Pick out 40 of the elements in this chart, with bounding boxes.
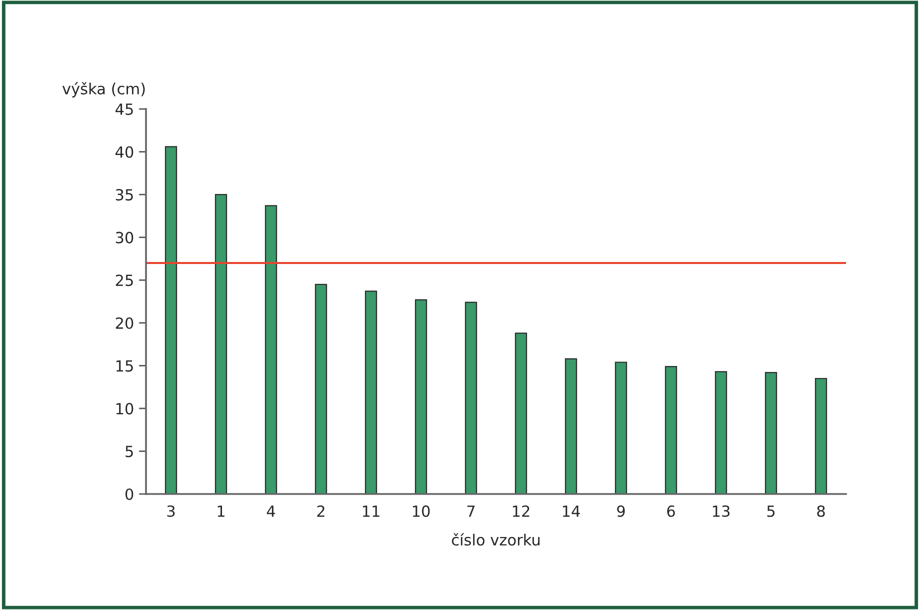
bar bbox=[464, 302, 478, 494]
y-tick-label: 20 bbox=[116, 317, 134, 329]
y-tick-label: 5 bbox=[126, 446, 133, 458]
y-tick-label: 35 bbox=[116, 189, 133, 201]
y-tick-label: 10 bbox=[116, 402, 134, 414]
x-tick-label: 13 bbox=[712, 505, 730, 517]
y-tick-label: 0 bbox=[125, 488, 134, 500]
bar bbox=[164, 146, 178, 494]
x-tick-label: 9 bbox=[617, 505, 625, 517]
y-axis-title: výška (cm) bbox=[62, 82, 145, 98]
bar bbox=[214, 194, 228, 494]
bar bbox=[714, 371, 728, 494]
x-tick-label: 2 bbox=[317, 505, 324, 517]
x-tick-label: 12 bbox=[512, 505, 530, 517]
bar bbox=[814, 378, 828, 494]
y-tick-label: 30 bbox=[116, 232, 134, 244]
x-axis-title: číslo vzorku bbox=[452, 533, 540, 546]
x-tick-label: 1 bbox=[218, 506, 224, 517]
y-tick-label: 45 bbox=[116, 104, 133, 116]
bar bbox=[764, 372, 778, 494]
bar bbox=[614, 362, 628, 494]
bar bbox=[514, 332, 528, 494]
x-tick-label: 14 bbox=[562, 506, 580, 517]
bar bbox=[664, 366, 678, 494]
x-tick-label: 8 bbox=[817, 505, 825, 517]
x-tick-label: 3 bbox=[167, 505, 175, 517]
y-tick-label: 40 bbox=[116, 146, 134, 158]
x-tick-label: 7 bbox=[467, 506, 475, 517]
x-tick-label: 4 bbox=[266, 506, 276, 517]
bar bbox=[314, 284, 328, 494]
bar bbox=[414, 299, 428, 494]
y-tick-label: 25 bbox=[116, 274, 133, 286]
x-tick-label: 5 bbox=[767, 506, 775, 517]
bar bbox=[264, 205, 278, 494]
x-tick-label: 11 bbox=[362, 506, 380, 517]
y-tick-label: 15 bbox=[116, 360, 133, 372]
x-tick-label: 10 bbox=[412, 505, 430, 517]
x-tick-label: 6 bbox=[667, 505, 675, 517]
bar bbox=[364, 290, 378, 494]
bar bbox=[564, 358, 578, 494]
